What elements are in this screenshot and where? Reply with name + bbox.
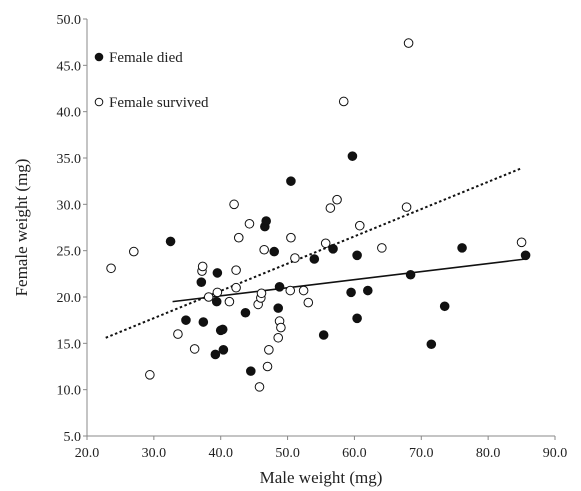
point-female-survived (303, 297, 314, 308)
point-female-died (328, 244, 338, 254)
point-female-survived (106, 263, 116, 274)
point-female-died (198, 317, 209, 327)
point-female-survived (262, 361, 273, 372)
point-female-died (439, 301, 450, 312)
point-female-survived (401, 202, 412, 212)
point-female-survived (231, 282, 241, 293)
x-tick-label: 40.0 (208, 446, 233, 461)
point-female-died (246, 366, 256, 376)
trendline (105, 167, 522, 339)
x-tick-label: 60.0 (342, 446, 367, 461)
x-tick-labels: 20.0 30.0 40.0 50.0 60.0 70.0 80.0 90.0 (75, 436, 568, 461)
point-female-died (181, 315, 191, 325)
point-female-survived (354, 220, 365, 231)
y-tick-label: 45.0 (57, 59, 82, 74)
x-axis-title: Male weight (mg) (260, 468, 383, 487)
point-female-survived (224, 296, 235, 307)
point-female-survived (231, 265, 241, 275)
point-female-died (217, 324, 228, 335)
point-female-died (363, 285, 373, 296)
y-tick-label: 35.0 (57, 152, 82, 167)
point-female-survived (332, 194, 342, 205)
point-female-died (352, 250, 362, 261)
point-female-died (457, 243, 467, 253)
y-tick-label: 5.0 (64, 430, 82, 445)
legend: Female died Female survived (94, 50, 209, 111)
point-female-survived (259, 244, 269, 255)
legend-label: Female died (109, 50, 183, 66)
point-female-survived (173, 329, 183, 339)
point-female-survived (286, 232, 296, 243)
x-tick-label: 20.0 (75, 446, 100, 461)
point-female-died (426, 339, 437, 350)
point-female-died (218, 345, 229, 355)
point-female-survived (285, 285, 296, 296)
point-female-died (309, 254, 320, 264)
legend-marker (94, 97, 104, 107)
point-female-survived (189, 344, 200, 354)
point-female-survived (145, 370, 155, 380)
point-female-died (318, 330, 329, 340)
point-female-died (346, 287, 356, 298)
point-female-died (212, 268, 223, 278)
x-tick-label: 70.0 (409, 446, 434, 461)
point-female-died (352, 313, 362, 324)
y-axis-title: Female weight (mg) (12, 159, 31, 297)
point-female-survived (516, 237, 527, 248)
point-female-survived (203, 292, 214, 302)
data-points (106, 38, 531, 392)
point-female-died (273, 303, 284, 313)
point-female-survived (290, 253, 300, 263)
y-tick-label: 15.0 (57, 337, 82, 352)
y-tick-label: 10.0 (57, 384, 82, 399)
legend-marker (94, 52, 104, 62)
point-female-died (165, 236, 176, 247)
point-female-died (210, 349, 221, 360)
point-female-died (196, 277, 207, 287)
point-female-survived (276, 322, 286, 333)
point-female-survived (256, 288, 267, 299)
point-female-survived (233, 232, 244, 243)
point-female-died (269, 246, 280, 257)
point-female-survived (273, 332, 284, 343)
point-female-died (347, 151, 358, 161)
point-female-survived (298, 285, 309, 296)
y-tick-label: 40.0 (57, 106, 82, 121)
point-female-survived (320, 238, 331, 249)
point-female-survived (325, 203, 336, 213)
point-female-survived (403, 38, 414, 48)
point-female-survived (264, 345, 274, 355)
axes: 20.0 30.0 40.0 50.0 60.0 70.0 80.0 90.0 5.0 10.0… (57, 13, 568, 461)
point-female-died (261, 216, 271, 226)
point-female-survived (338, 96, 349, 107)
point-female-died (240, 307, 251, 318)
point-female-survived (212, 287, 223, 298)
point-female-died (286, 176, 296, 186)
point-female-died (520, 250, 531, 261)
point-female-died (274, 282, 285, 292)
trendline (172, 258, 526, 303)
point-female-survived (244, 218, 255, 229)
y-tick-label: 20.0 (57, 291, 82, 306)
point-female-survived (197, 261, 208, 272)
y-tick-label: 30.0 (57, 198, 82, 213)
point-female-died (405, 269, 416, 280)
x-tick-label: 50.0 (275, 446, 300, 461)
y-tick-labels: 5.0 10.0 15.0 20.0 25.0 30.0 35.0 40.0 45.0 50.0 (57, 13, 87, 445)
x-tick-label: 80.0 (476, 446, 501, 461)
trendlines (105, 167, 526, 339)
point-female-died (211, 296, 222, 307)
point-female-survived (377, 243, 387, 253)
point-female-survived (229, 199, 239, 210)
y-tick-label: 25.0 (57, 245, 82, 260)
legend-label: Female survived (109, 95, 209, 111)
x-tick-label: 90.0 (543, 446, 568, 461)
point-female-survived (254, 382, 265, 392)
point-female-survived (129, 246, 139, 257)
y-tick-label: 50.0 (57, 13, 82, 28)
x-tick-label: 30.0 (142, 446, 167, 461)
